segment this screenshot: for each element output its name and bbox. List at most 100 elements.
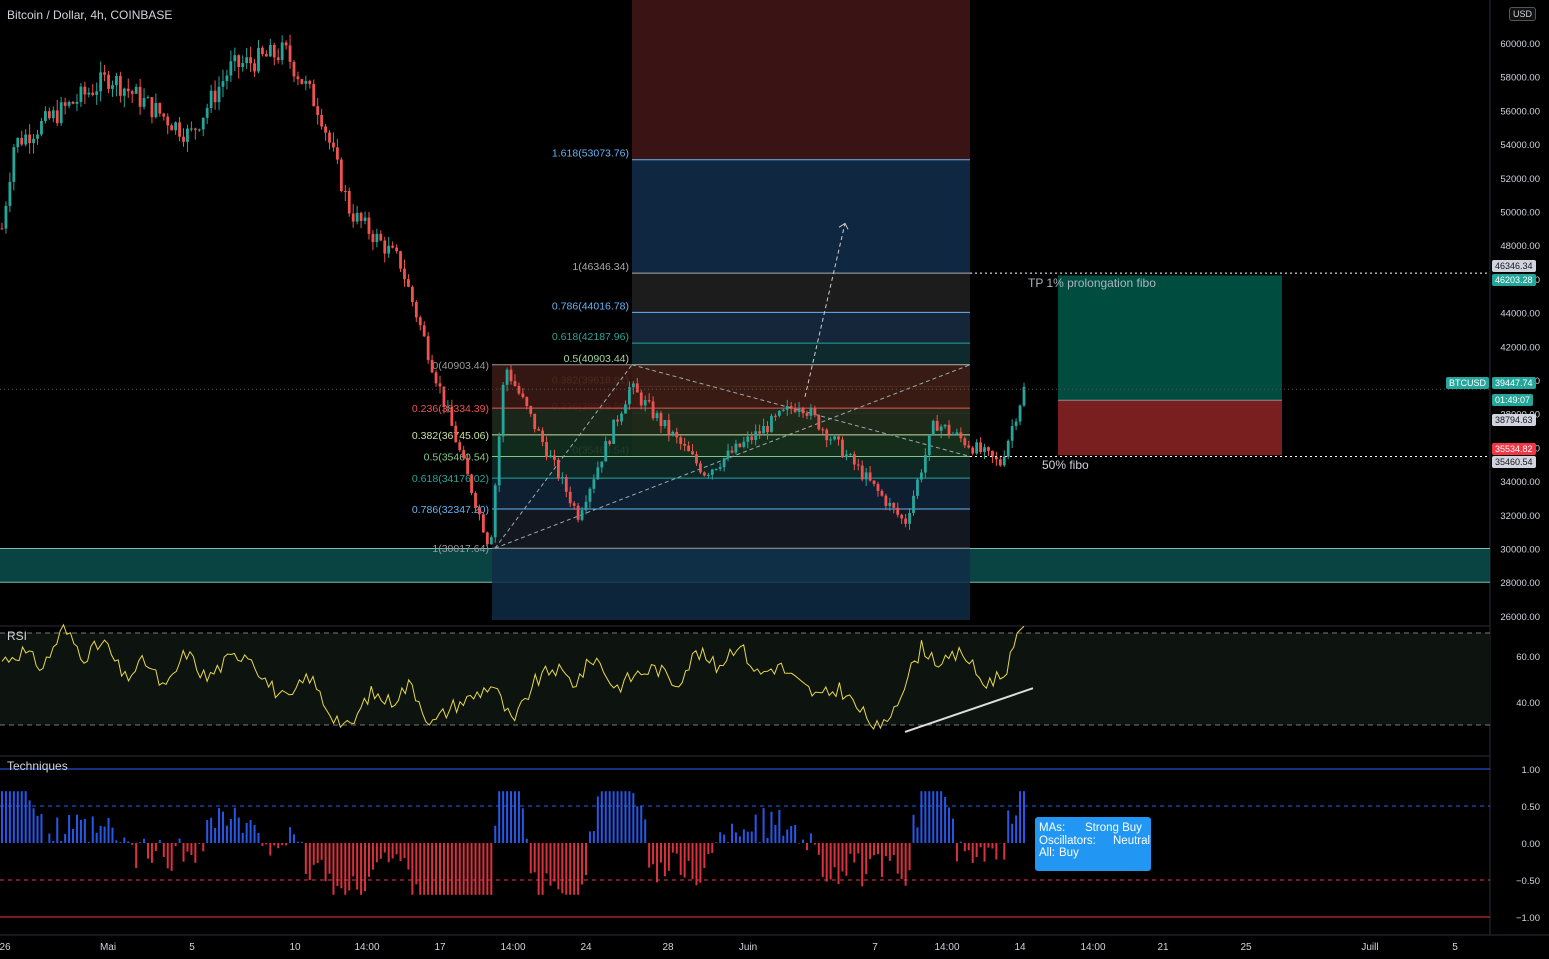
tech-bar [813,843,816,845]
tech-bar [510,791,513,843]
tech-bar [127,841,130,843]
tech-bar [12,791,15,843]
candle-body [726,450,730,459]
candle-body [166,116,170,126]
candle-body [841,439,844,458]
tech-bar [289,827,292,843]
candle-body [233,55,237,62]
tech-bar [695,843,698,886]
tech-bar [1019,791,1022,843]
candle-body [434,372,438,384]
candle-body [201,117,205,130]
tech-bar [632,793,635,843]
candle-body [253,63,256,72]
fib-ret-band [492,508,970,549]
tech-bar [873,843,876,856]
time-tick-label: 5 [189,942,195,953]
candle-body [276,57,280,60]
summary-key: Oscillators: [1039,834,1096,847]
tech-bar [87,841,90,843]
candle-body [943,424,947,427]
rsi-line [1,623,1025,730]
candle-body [635,383,639,393]
tech-bar [75,814,78,843]
tech-bar [845,843,848,876]
candle-body [572,503,576,506]
candle-body [197,129,201,131]
tech-bar [265,843,268,845]
time-tick-label: Juin [739,942,757,953]
candle-body [193,128,197,130]
tech-bar [68,815,71,843]
candle-body [0,228,4,230]
symbol-title[interactable]: Bitcoin / Dollar, 4h, COINBASE [7,8,173,22]
candle-body [122,88,126,96]
tech-bar [869,843,872,859]
price-tick-label: 60000.00 [1500,39,1540,50]
tech-bar [273,843,276,846]
tech-bar [652,843,655,865]
candle-body [138,86,142,107]
tech-bar [60,840,63,843]
candles [0,34,1026,547]
candle-body [115,75,118,86]
tech-bar [253,824,256,843]
tech-bar [750,831,753,843]
rsi-tick-label: 40.00 [1516,698,1540,709]
tech-bar [296,841,299,843]
price-tick-label: 56000.00 [1500,106,1540,117]
candle-body [20,137,24,145]
price-tick-label: 48000.00 [1500,241,1540,252]
tech-bar [20,791,23,843]
candle-body [466,458,470,475]
tech-bar [596,796,599,843]
tech-bar [995,843,998,860]
candle-body [631,383,635,388]
candle-body [391,245,395,248]
price-tag: 38794.63 [1492,414,1536,427]
currency-badge[interactable]: USD [1509,7,1537,21]
candle-body [332,142,335,148]
candle-body [821,429,825,431]
tech-bar [407,843,410,870]
candle-body [876,484,880,491]
candle-body [584,501,588,511]
candle-body [450,406,454,426]
candle-body [336,147,339,160]
candle-body [856,464,860,466]
tech-bar [738,836,741,843]
price-tick-label: 44000.00 [1500,309,1540,320]
candle-body [75,101,79,104]
fib-layer: 1.618(53073.76) 1(46346.34) 0.786(44016.78… [412,0,971,620]
rsi-pane-title[interactable]: RSI [7,629,28,643]
candle-body [785,406,789,410]
tech-bar [967,843,970,851]
trend-dashed [494,364,971,549]
time-tick-label: 17 [434,942,446,953]
tech-bar [912,814,915,843]
candle-body [103,72,106,75]
tech-bar [948,807,951,843]
summary-value: Neutral [1113,834,1151,847]
tech-bar [699,843,702,883]
tech-bar [478,843,481,895]
candle-body [245,57,249,64]
tech-bar [16,791,19,843]
techniques-pane-title[interactable]: Techniques [7,759,68,773]
rsi-divergence-line [904,687,1034,733]
tech-bar [332,843,335,895]
fib-ret-label: 0.5(35460.54) [424,451,489,463]
tech-bar [221,811,224,843]
candle-body [280,42,284,60]
candle-body [426,336,430,361]
candle-body [182,136,185,142]
tech-bar [431,843,434,895]
candle-body [328,132,331,143]
tech-bar [663,843,666,877]
time-tick-label: 24 [580,942,592,953]
tech-bar [849,843,852,854]
candle-body [639,392,643,406]
candle-body [722,458,726,468]
candle-body [987,447,990,451]
